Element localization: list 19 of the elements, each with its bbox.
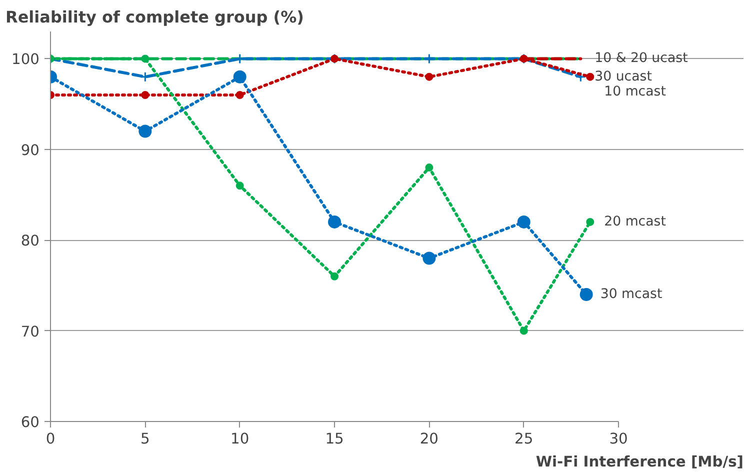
y-tick-label: 100 (12, 51, 40, 68)
x-tick-label: 0 (46, 430, 56, 448)
y-tick-label: 80 (20, 232, 40, 250)
y-tick-label: 70 (20, 323, 40, 340)
x-tick-label: 10 (230, 430, 250, 448)
x-tick-label: 25 (514, 430, 534, 448)
y-tick-label: 90 (20, 142, 40, 159)
y-tick-label: 60 (20, 414, 40, 431)
annotation: 30 mcast (600, 287, 662, 302)
x-axis-title: Wi-Fi Interference [Mb/s] (536, 454, 744, 470)
annotation: 20 mcast (604, 214, 666, 230)
x-tick-label: 30 (609, 430, 628, 448)
annotation: 10 & 20 ucast (594, 51, 688, 66)
x-tick-label: 20 (420, 430, 439, 448)
annotation: 10 mcast (604, 84, 666, 100)
x-tick-label: 15 (325, 430, 344, 448)
annotation: 30 ucast (594, 69, 652, 84)
x-tick-label: 5 (140, 430, 150, 448)
y-axis-title: Reliability of complete group (%) (6, 8, 304, 26)
